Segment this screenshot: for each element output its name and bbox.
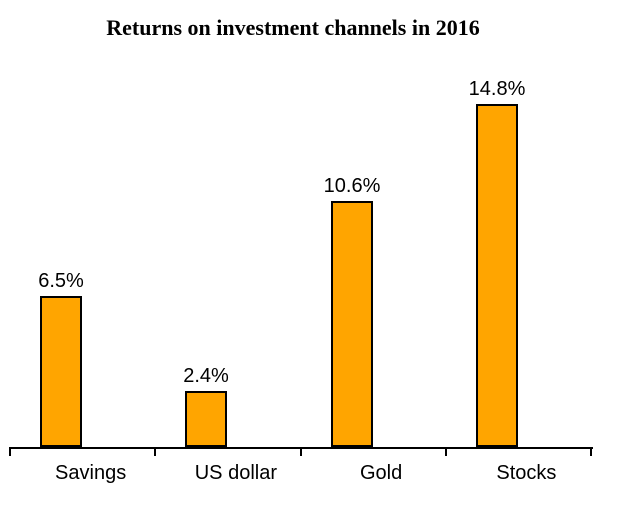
value-label-gold: 10.6% [323, 175, 381, 197]
bar-stocks [476, 104, 518, 447]
x-axis-tick [445, 447, 447, 456]
x-tick-label-stocks: Stocks [496, 462, 557, 484]
chart-title: Returns on investment channels in 2016 [106, 15, 480, 40]
x-axis-tick [9, 447, 11, 456]
x-tick-label-us-dollar: US dollar [194, 462, 277, 484]
value-label-savings: 6.5% [38, 270, 84, 292]
value-label-us-dollar: 2.4% [183, 365, 229, 387]
x-axis-tick [300, 447, 302, 456]
x-axis-tick [154, 447, 156, 456]
x-tick-label-savings: Savings [55, 462, 127, 484]
x-tick-label-gold: Gold [360, 462, 403, 484]
x-axis-tick [590, 447, 592, 456]
value-label-stocks: 14.8% [468, 78, 526, 100]
bar-gold [331, 201, 373, 447]
bar-us-dollar [185, 391, 227, 447]
bar-savings [40, 296, 82, 447]
